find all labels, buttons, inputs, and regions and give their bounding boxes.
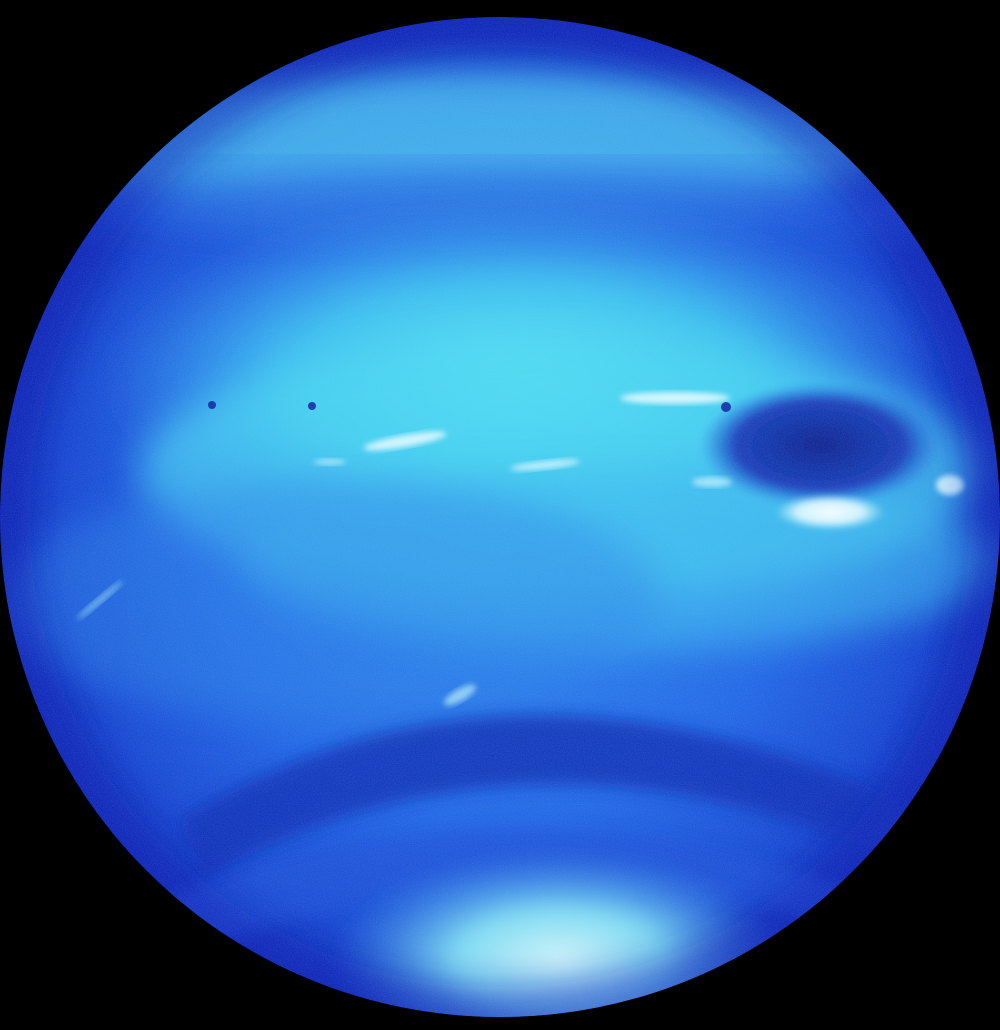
planet-image [0, 17, 1000, 1017]
space-background [0, 17, 1000, 1017]
